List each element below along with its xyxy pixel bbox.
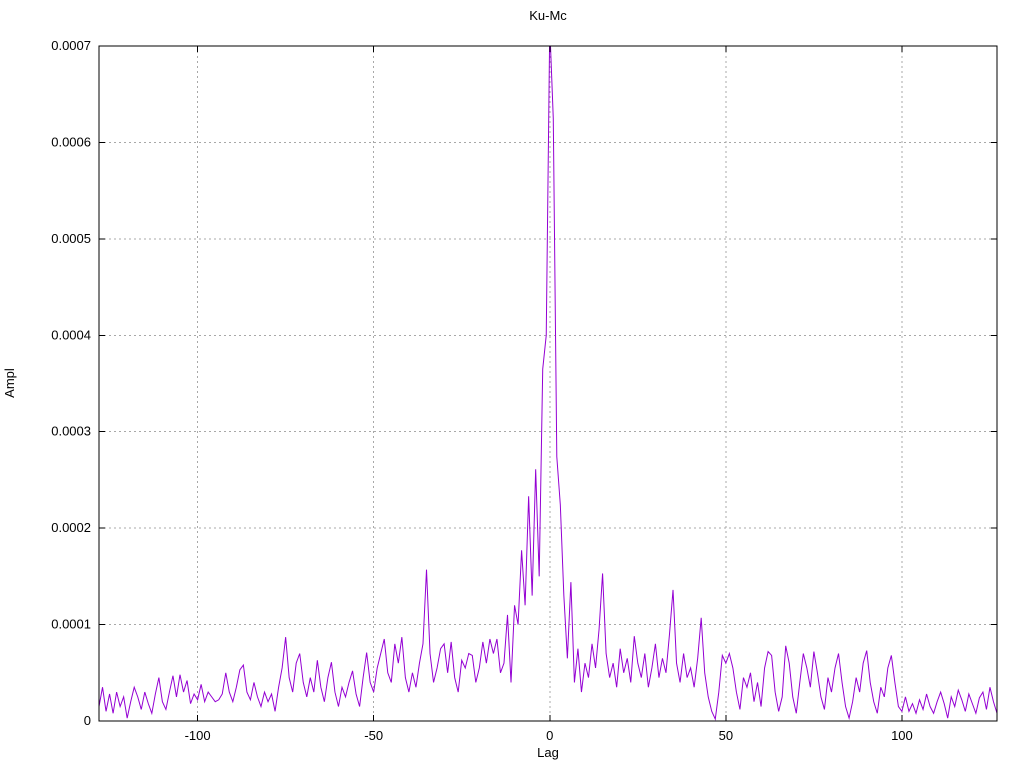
x-axis-label: Lag bbox=[537, 745, 559, 760]
x-tick-label: 50 bbox=[719, 728, 733, 743]
y-tick-label: 0 bbox=[84, 713, 91, 728]
x-tick-label: 0 bbox=[546, 728, 553, 743]
y-tick-label: 0.0007 bbox=[51, 38, 91, 53]
chart-title: Ku-Mc bbox=[529, 8, 567, 23]
x-tick-label: -100 bbox=[185, 728, 211, 743]
y-tick-label: 0.0001 bbox=[51, 617, 91, 632]
x-tick-label: -50 bbox=[364, 728, 383, 743]
y-axis-label: Ampl bbox=[2, 368, 17, 398]
data-line bbox=[99, 46, 997, 721]
x-tick-label: 100 bbox=[891, 728, 913, 743]
y-tick-label: 0.0003 bbox=[51, 424, 91, 439]
y-tick-label: 0.0002 bbox=[51, 520, 91, 535]
plot-border bbox=[98, 45, 998, 722]
y-tick-label: 0.0004 bbox=[51, 327, 91, 342]
plot-area: -100 -50 0 50 100 0 0.0001 0.0002 0.0003 0.0004 0.… bbox=[51, 38, 998, 743]
y-tick-label: 0.0006 bbox=[51, 134, 91, 149]
y-tick-label: 0.0005 bbox=[51, 231, 91, 246]
